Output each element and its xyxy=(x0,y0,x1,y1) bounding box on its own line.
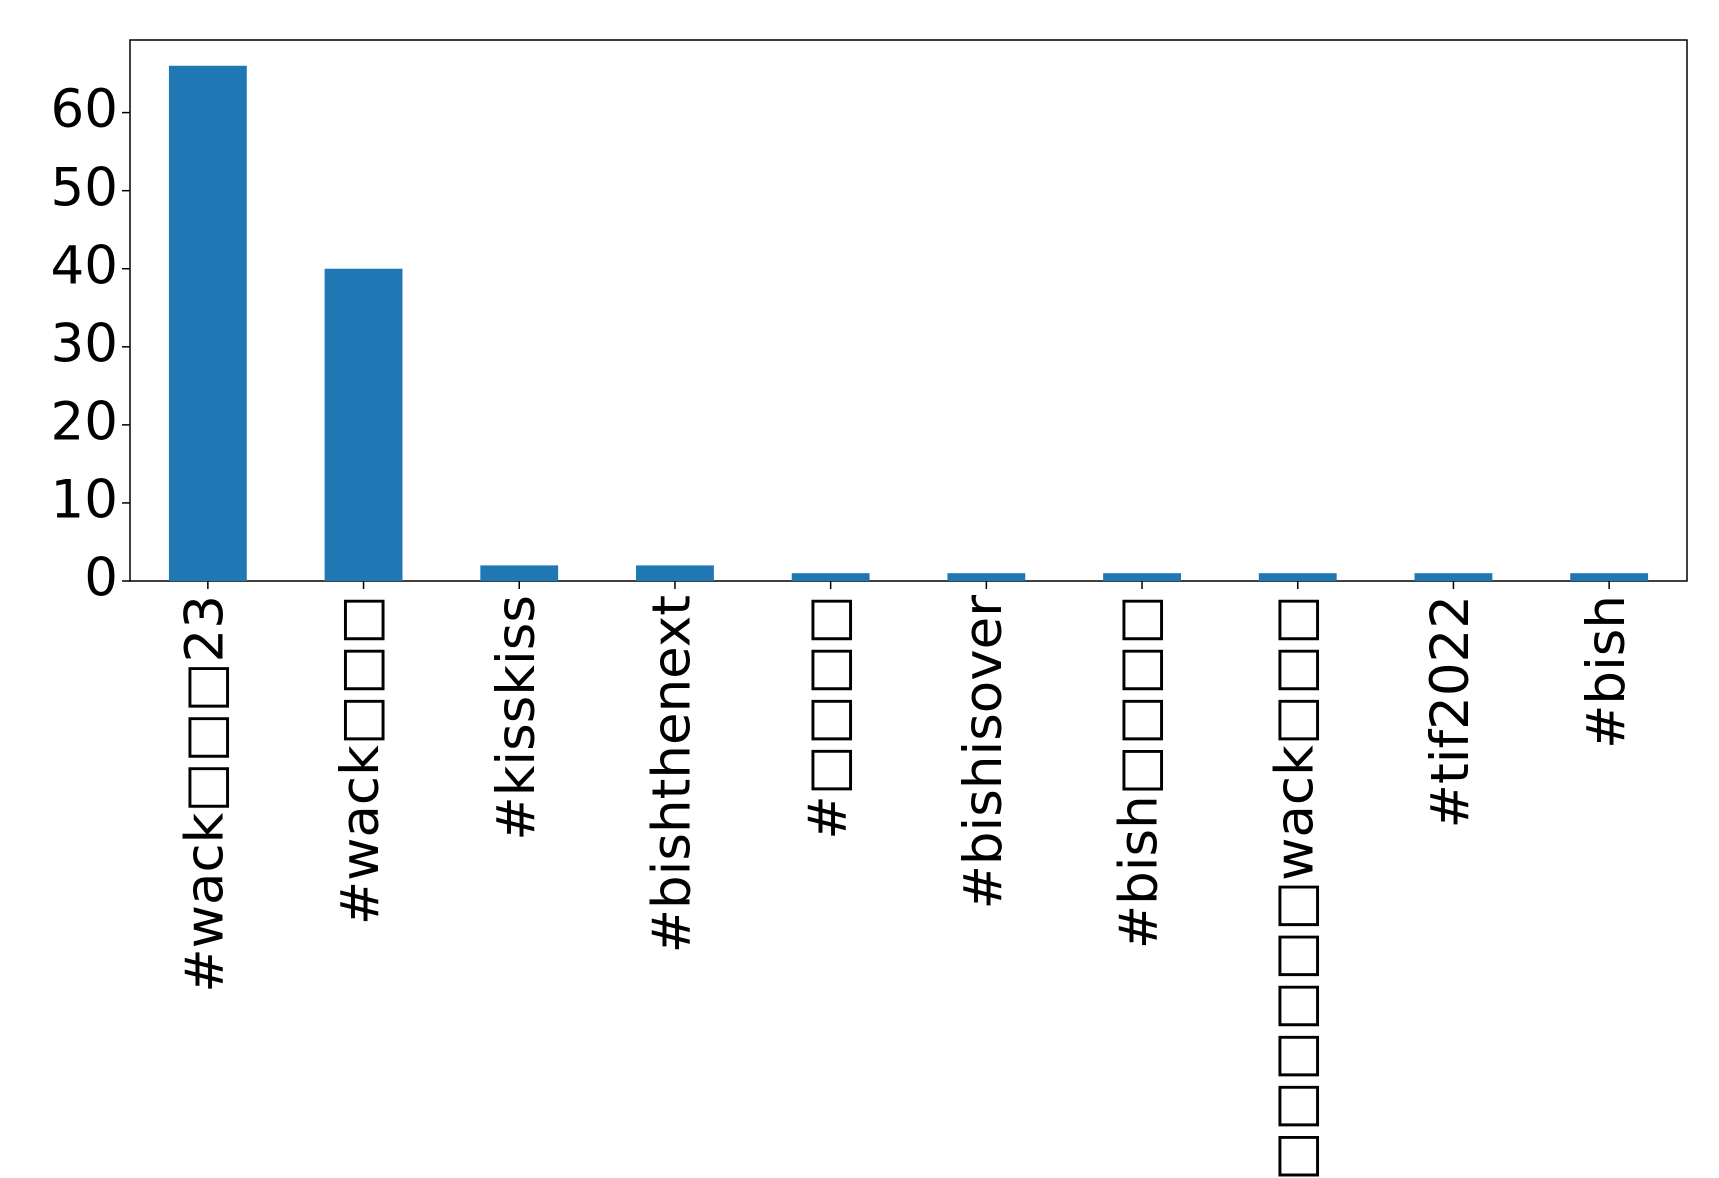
x-tick-label: #kisskiss xyxy=(486,595,547,841)
y-tick-label: 0 xyxy=(84,548,118,609)
x-tick-label: #bishisover xyxy=(953,595,1014,910)
bar xyxy=(1414,573,1493,581)
y-tick-label: 60 xyxy=(51,79,118,140)
x-tick-label: #□□□□□□wack□□□ xyxy=(1264,595,1325,1178)
x-tick-label: #bishthenext xyxy=(642,595,703,953)
x-tick-label: #□□□□ xyxy=(797,595,858,840)
y-tick-label: 40 xyxy=(51,235,118,296)
bar xyxy=(324,268,403,581)
bar xyxy=(791,573,870,581)
y-tick-label: 10 xyxy=(51,470,118,531)
bar xyxy=(1103,573,1181,581)
bar xyxy=(636,565,714,581)
bar xyxy=(168,65,247,581)
x-tick-label: #wack□□□ xyxy=(330,595,391,925)
bar xyxy=(1570,573,1649,581)
y-tick-label: 20 xyxy=(51,392,118,453)
x-tick-label: #bish□□□□ xyxy=(1109,595,1170,949)
x-tick-label: #wack□□□23 xyxy=(174,595,235,993)
x-tick-label: #bish xyxy=(1576,595,1637,749)
axes-frame xyxy=(129,39,1688,582)
y-tick-label: 30 xyxy=(51,313,118,374)
bar xyxy=(1258,573,1337,581)
y-tick-label: 50 xyxy=(51,157,118,218)
x-tick-label: #tif2022 xyxy=(1420,595,1481,828)
bar xyxy=(480,565,559,581)
bar xyxy=(947,573,1026,581)
